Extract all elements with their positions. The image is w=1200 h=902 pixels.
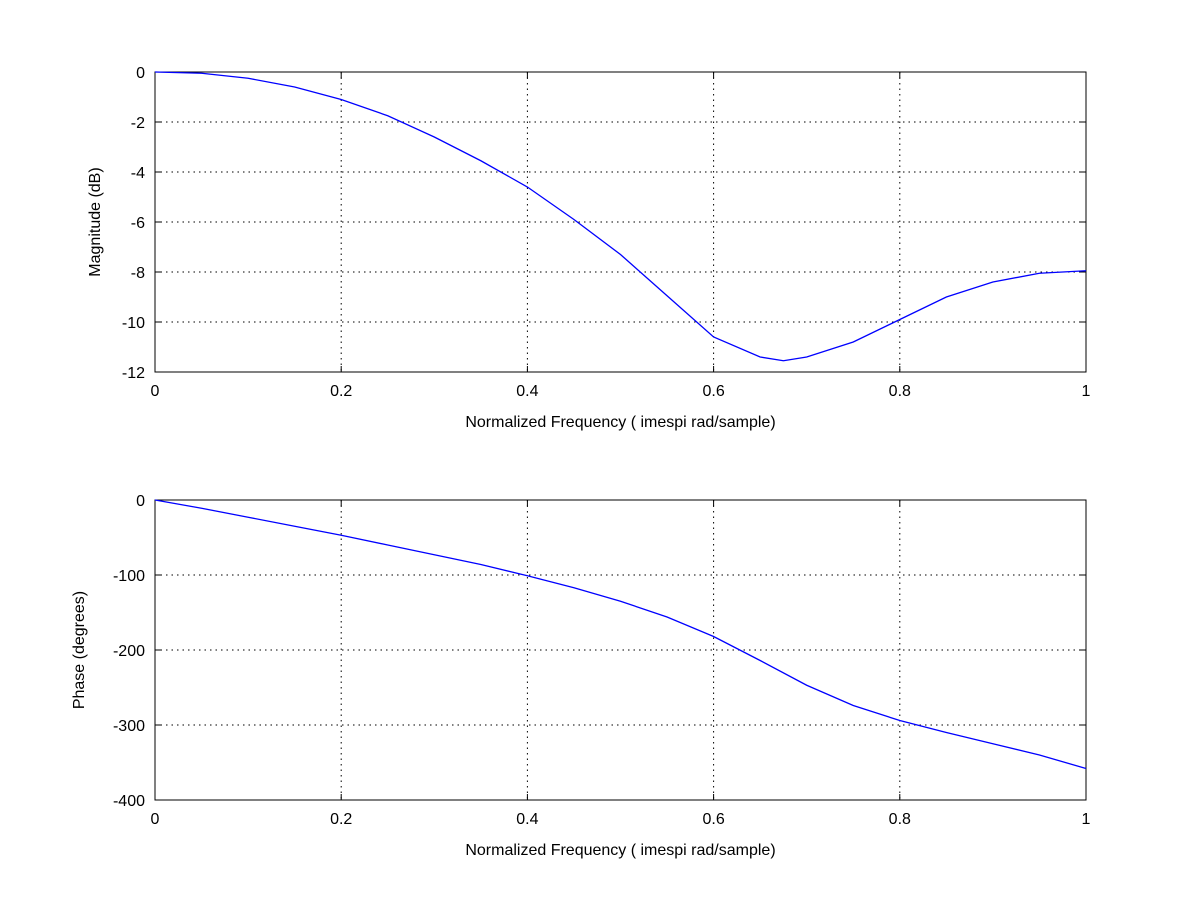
magnitude-xtick-label: 0.8: [889, 383, 911, 400]
phase-ytick-label: -100: [113, 568, 145, 585]
magnitude-xtick-label: 1: [1082, 383, 1091, 400]
magnitude-ytick-label: -12: [122, 365, 145, 382]
phase-xtick-label: 0.6: [702, 811, 724, 828]
magnitude-ytick-label: -8: [131, 265, 145, 282]
phase-xtick-label: 0.2: [330, 811, 352, 828]
phase-xtick-label: 1: [1082, 811, 1091, 828]
phase-axes-box: [154, 499, 1087, 801]
phase-xtick-label: 0.8: [889, 811, 911, 828]
magnitude-y-axis-label: Magnitude (dB): [87, 167, 104, 276]
phase-ytick-label: 0: [136, 493, 145, 510]
magnitude-series-line: [154, 71, 1087, 362]
phase-ytick-label: -200: [113, 643, 145, 660]
phase-plot: 0 0.2 0.4 0.6 0.8 1 0 -100 -200 -300 -400 Normalize…: [71, 493, 1091, 859]
magnitude-axes-box: [154, 71, 1087, 373]
magnitude-xtick-label: 0.2: [330, 383, 352, 400]
magnitude-ytick-label: -6: [131, 215, 145, 232]
phase-ytick-label: -300: [113, 718, 145, 735]
phase-y-axis-label: Phase (degrees): [71, 591, 88, 709]
phase-xtick-label: 0: [151, 811, 160, 828]
magnitude-xtick-label: 0: [151, 383, 160, 400]
magnitude-x-axis-label: Normalized Frequency ( imespi rad/sample…: [465, 414, 775, 431]
phase-ytick-label: -400: [113, 793, 145, 810]
magnitude-xtick-label: 0.4: [516, 383, 538, 400]
magnitude-ytick-label: 0: [136, 65, 145, 82]
phase-xtick-label: 0.4: [516, 811, 538, 828]
magnitude-xtick-label: 0.6: [702, 383, 724, 400]
magnitude-plot: 0 0.2 0.4 0.6 0.8 1 0 -2 -4 -6 -8 -10 -12 Normalized …: [87, 65, 1091, 431]
magnitude-ytick-label: -10: [122, 315, 145, 332]
magnitude-ytick-label: -4: [131, 165, 145, 182]
phase-series-line: [154, 499, 1087, 770]
phase-x-axis-label: Normalized Frequency ( imespi rad/sample…: [465, 842, 775, 859]
magnitude-ytick-label: -2: [131, 115, 145, 132]
